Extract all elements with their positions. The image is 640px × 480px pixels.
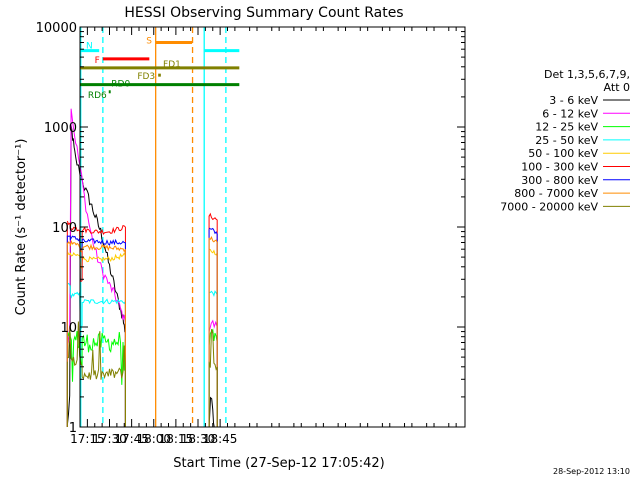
legend-header-line-1: Det 1,3,5,6,7,9, [544, 68, 630, 81]
series-line-post-6 [208, 227, 218, 235]
series-line-post-7 [208, 236, 218, 243]
series-line-2 [66, 331, 126, 385]
series-line-post-0 [208, 396, 215, 428]
x-tick-label-2: 17:45 [114, 432, 149, 446]
legend-entry-label-0: 3 - 6 keV [549, 94, 598, 107]
series-line-post-1 [208, 319, 218, 332]
vertical-marker-lines [80, 27, 227, 427]
series-line-post-4 [208, 248, 218, 256]
x-axis-label: Start Time (27-Sep-12 17:05:42) [173, 456, 384, 471]
legend-entry-label-8: 7000 - 20000 keV [500, 200, 598, 213]
series-line-7 [66, 240, 126, 253]
x-tick-label-6: 18:45 [203, 432, 238, 446]
x-tick-label-3: 18:00 [136, 432, 171, 446]
x-tick-label-0: 17:15 [70, 432, 105, 446]
flag-label-s: S [146, 36, 152, 46]
legend-entry-label-3: 25 - 50 keV [535, 134, 598, 147]
flag-label-rd0: RD0 [111, 80, 130, 90]
flag-label-f: F [95, 56, 100, 66]
flag-label-rd6: RD6 [88, 91, 107, 101]
legend-header-line-2: Att 0 [604, 81, 630, 94]
series-line-post-8 [208, 329, 218, 371]
series-line-1 [66, 108, 126, 346]
legend-entry-label-7: 800 - 7000 keV [514, 187, 598, 200]
legend-entry-label-2: 12 - 25 keV [535, 121, 598, 134]
legend-entry-label-6: 300 - 800 keV [521, 174, 598, 187]
x-tick-label-5: 18:30 [181, 432, 216, 446]
legend-entry-label-1: 6 - 12 keV [542, 107, 598, 120]
legend-entry-label-5: 100 - 300 keV [521, 161, 598, 174]
y-tick-label-3: 1000 [44, 121, 77, 136]
timestamp: 28-Sep-2012 13:10 [553, 467, 630, 476]
series-line-5 [66, 220, 126, 282]
y-tick-label-4: 10000 [36, 21, 77, 36]
y-tick-label-1: 10 [60, 321, 77, 336]
legend-entry-label-4: 50 - 100 keV [528, 147, 598, 160]
chart-title: HESSI Observing Summary Count Rates [124, 5, 403, 21]
x-tick-label-4: 18:15 [159, 432, 194, 446]
flag-label-fd1: FD1 [163, 60, 181, 70]
flag-bars: NF S FD1 FD3 RD0 RD6 [80, 36, 240, 101]
y-axis-ticks: 1 10 100 1000 10000 [36, 21, 465, 436]
y-axis-label: Count Rate (s⁻¹ detector⁻¹) [14, 139, 29, 316]
flag-label-fd3: FD3 [137, 72, 155, 82]
series-line-4 [66, 251, 126, 269]
y-tick-label-2: 100 [52, 221, 77, 236]
series-line-8 [67, 321, 126, 380]
series-line-0 [66, 125, 126, 426]
series-line-3 [67, 282, 126, 330]
y-tick-label-0: 1 [69, 421, 77, 436]
series-line-post-5 [208, 212, 218, 221]
x-tick-label-1: 17:30 [92, 432, 127, 446]
series-lines [66, 108, 218, 428]
series-line-post-3 [209, 290, 218, 297]
series-line-6 [67, 235, 126, 253]
flag-label-n: N [86, 42, 93, 52]
